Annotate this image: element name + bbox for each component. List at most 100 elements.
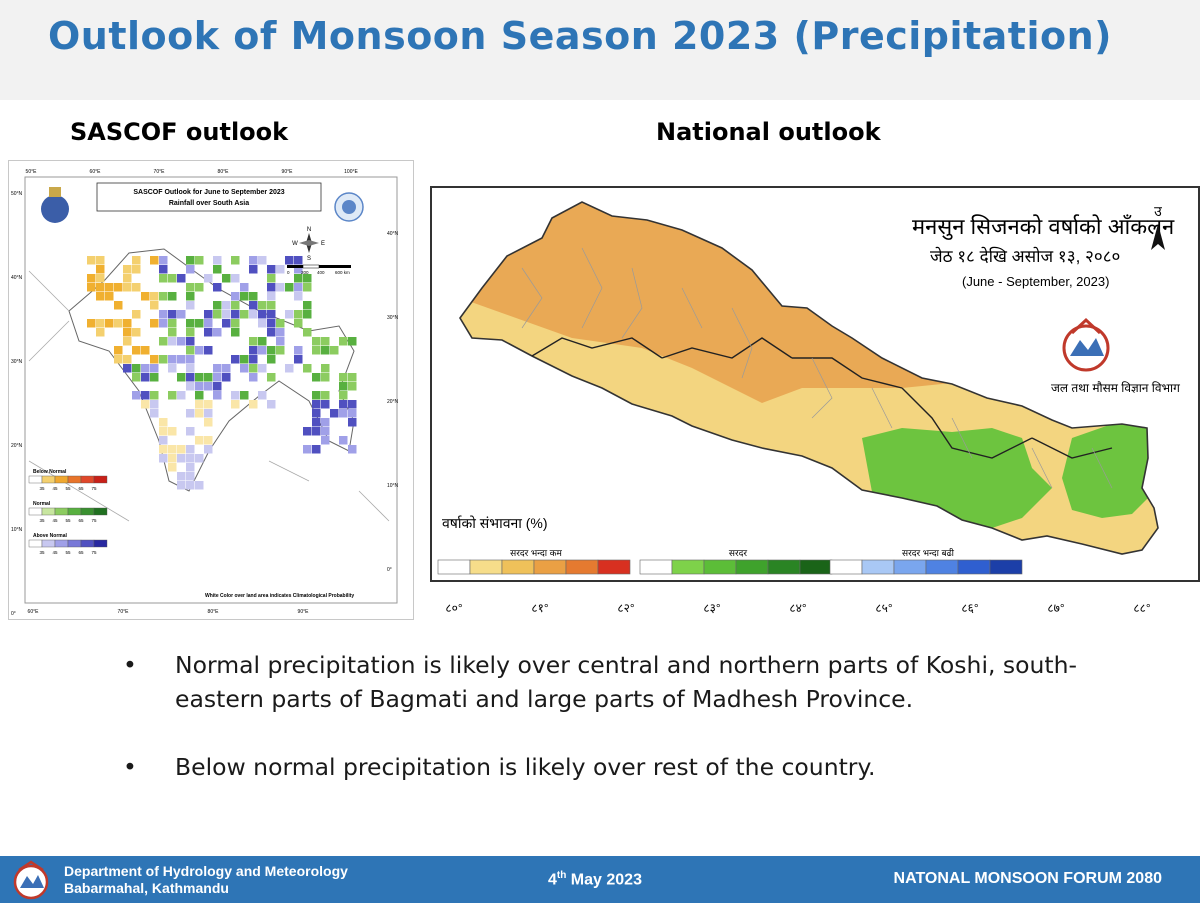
- svg-text:600 km: 600 km: [335, 270, 350, 275]
- forecast-cell: [348, 337, 357, 346]
- forecast-cell: [186, 283, 195, 292]
- forecast-cell: [231, 292, 240, 301]
- forecast-cell: [141, 364, 150, 373]
- forecast-cell: [195, 319, 204, 328]
- forecast-cell: [348, 418, 357, 427]
- legend-swatch: [703, 559, 737, 575]
- legend-group-label: Below Normal: [33, 469, 67, 475]
- imd-logo: [41, 187, 69, 223]
- forecast-cell: [267, 274, 276, 283]
- forecast-cell: [132, 373, 141, 382]
- forecast-cell: [159, 256, 168, 265]
- forecast-cell: [267, 292, 276, 301]
- title-band: Outlook of Monsoon Season 2023 (Precipit…: [0, 0, 1200, 100]
- bullet-item: • Normal precipitation is likely over ce…: [120, 648, 1120, 716]
- forecast-cell: [348, 445, 357, 454]
- forecast-cell: [321, 400, 330, 409]
- forecast-cell: [159, 292, 168, 301]
- tick-label: 10°N: [11, 527, 23, 533]
- sascof-heading: SASCOF outlook: [70, 118, 289, 146]
- forecast-cell: [213, 301, 222, 310]
- forecast-cell: [222, 373, 231, 382]
- forecast-cell: [204, 373, 213, 382]
- forecast-cell: [114, 319, 123, 328]
- tick-label: 30°N: [387, 315, 399, 321]
- forecast-cell: [240, 310, 249, 319]
- forecast-cell: [294, 292, 303, 301]
- forecast-cell: [258, 391, 267, 400]
- compass-rose: N S W E: [292, 227, 325, 262]
- forecast-cell: [240, 355, 249, 364]
- forecast-cell: [231, 310, 240, 319]
- sascof-right-ticks: 40°N 30°N 20°N 10°N 0°: [387, 231, 399, 573]
- forecast-cell: [159, 436, 168, 445]
- bullet-text: Normal precipitation is likely over cent…: [175, 651, 1078, 713]
- forecast-cell: [285, 283, 294, 292]
- legend-swatch: [80, 475, 95, 484]
- forecast-cell: [132, 364, 141, 373]
- forecast-cell: [348, 373, 357, 382]
- forecast-cell: [123, 328, 132, 337]
- forecast-cell: [258, 346, 267, 355]
- sascof-bottom-ticks: 60°E 70°E 80°E 90°E: [28, 609, 310, 615]
- forecast-cell: [204, 418, 213, 427]
- legend-swatch: [957, 559, 991, 575]
- legend-swatch: [597, 559, 631, 575]
- forecast-cell: [312, 391, 321, 400]
- legend-group-label: सरदर भन्दा कम: [510, 548, 562, 558]
- forecast-cell: [186, 301, 195, 310]
- lon-tick-label: ८४°: [789, 601, 806, 615]
- forecast-cell: [168, 454, 177, 463]
- date-suffix: th: [556, 870, 567, 881]
- forecast-cell: [285, 364, 294, 373]
- forecast-cell: [150, 409, 159, 418]
- forecast-cell: [150, 256, 159, 265]
- sascof-title-box: [96, 182, 322, 212]
- tick-label: 60°E: [90, 169, 102, 175]
- legend-tick: 35: [39, 550, 45, 555]
- forecast-cell: [312, 409, 321, 418]
- forecast-cell: [123, 274, 132, 283]
- forecast-cell: [141, 346, 150, 355]
- forecast-cell: [96, 283, 105, 292]
- legend-swatch: [41, 475, 56, 484]
- forecast-cell: [177, 454, 186, 463]
- forecast-cell: [213, 265, 222, 274]
- forecast-cell: [123, 265, 132, 274]
- tick-label: 80°E: [218, 169, 230, 175]
- forecast-cell: [267, 319, 276, 328]
- forecast-cell: [339, 436, 348, 445]
- forecast-cell: [321, 436, 330, 445]
- forecast-cell: [123, 319, 132, 328]
- dhm-label: जल तथा मौसम विज्ञान विभाग: [1051, 381, 1180, 395]
- legend-swatch: [93, 475, 108, 484]
- forecast-cell: [186, 472, 195, 481]
- forecast-cell: [348, 409, 357, 418]
- dhm-logo: [1062, 317, 1110, 372]
- legend-tick: 55: [65, 486, 71, 491]
- forecast-cell: [186, 382, 195, 391]
- legend-tick: 75: [91, 518, 97, 523]
- legend-tick: 75: [91, 550, 97, 555]
- forecast-cell: [267, 301, 276, 310]
- forecast-cell: [204, 436, 213, 445]
- forecast-cell: [285, 310, 294, 319]
- province-boundaries: [531, 337, 1113, 459]
- forecast-cell: [195, 454, 204, 463]
- forecast-cell: [177, 310, 186, 319]
- forecast-cell: [231, 391, 240, 400]
- national-map: मनसुन सिजनको वर्षाको आँकलन जेठ १८ देखि अ…: [430, 186, 1200, 582]
- forecast-cell: [168, 445, 177, 454]
- legend-swatch: [28, 507, 43, 516]
- forecast-cell: [204, 346, 213, 355]
- svg-text:200: 200: [301, 270, 309, 275]
- tick-label: 30°N: [11, 359, 23, 365]
- forecast-cell: [249, 301, 258, 310]
- forecast-cell: [186, 409, 195, 418]
- forecast-cell: [132, 256, 141, 265]
- forecast-cell: [168, 391, 177, 400]
- forecast-cell: [213, 283, 222, 292]
- forecast-cell: [249, 346, 258, 355]
- tick-label: 20°N: [11, 443, 23, 449]
- national-title-1: मनसुन सिजनको वर्षाको आँकलन: [912, 214, 1175, 240]
